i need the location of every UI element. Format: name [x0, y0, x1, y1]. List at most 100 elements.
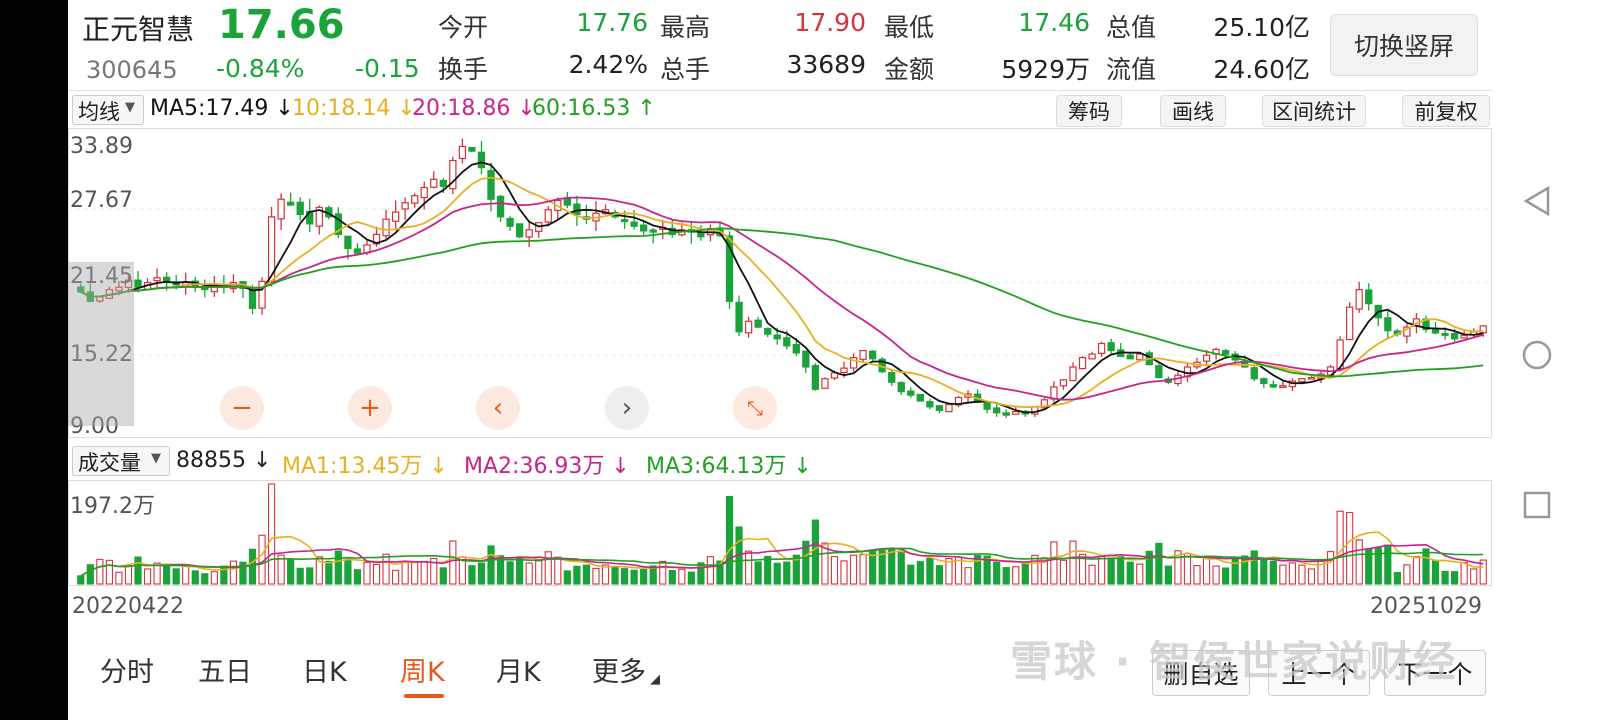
candle-body: [77, 286, 85, 293]
volume-bar: [1212, 565, 1220, 585]
volume-bar: [1231, 558, 1239, 585]
remove-watchlist-button[interactable]: 删自选: [1152, 650, 1250, 696]
volume-bar: [783, 561, 791, 585]
ma-selector-label: 均线: [78, 100, 120, 124]
collapse-icon[interactable]: ⤡: [733, 386, 777, 430]
tab-more[interactable]: 更多: [592, 657, 646, 688]
volume-bar: [496, 555, 505, 585]
stat-label: 总值: [1106, 13, 1157, 42]
stock-code: 300645: [86, 56, 178, 84]
volume-bar: [105, 559, 113, 585]
ma-selector[interactable]: 均线 ▼: [72, 95, 144, 125]
tab-weekly[interactable]: 周K: [400, 657, 445, 688]
volume-bar: [773, 562, 781, 585]
candle-body: [210, 284, 218, 293]
volume-bar: [1479, 559, 1487, 585]
stat-label: 总手: [660, 55, 711, 84]
volume-bar: [477, 562, 486, 585]
volume-bar: [372, 563, 381, 585]
volume-bar: [601, 564, 610, 585]
zoom-out-icon[interactable]: −: [220, 386, 264, 430]
candle-body: [821, 378, 829, 389]
vol-ma3-line: [80, 547, 1484, 577]
volume-selector[interactable]: 成交量 ▼: [72, 446, 170, 476]
adjust-button[interactable]: 前复权: [1402, 95, 1490, 127]
zoom-in-icon[interactable]: +: [348, 386, 392, 430]
interval-stats-button[interactable]: 区间统计: [1262, 95, 1366, 127]
recents-nav-icon[interactable]: [1520, 488, 1554, 522]
volume-bar: [277, 554, 285, 585]
volume-bar: [802, 540, 810, 585]
stat-value: 2.42%: [568, 50, 648, 79]
pan-right-icon[interactable]: ›: [605, 386, 649, 430]
candle-body: [1269, 384, 1277, 388]
tab-monthly[interactable]: 月K: [496, 657, 541, 688]
volume-bar: [1288, 562, 1297, 585]
volume-bar: [878, 550, 886, 585]
candle-body: [439, 179, 447, 187]
volume-bar: [239, 561, 247, 585]
price-chart[interactable]: [68, 128, 1492, 438]
vol-ma1-line: [80, 531, 1484, 577]
volume-bar: [849, 554, 858, 585]
stat-label: 换手: [438, 55, 489, 84]
date-start: 20220422: [72, 594, 184, 619]
draw-line-button[interactable]: 画线: [1160, 95, 1226, 127]
volume-bar: [935, 565, 944, 585]
next-button[interactable]: 下一个: [1384, 650, 1486, 696]
tab-five-day[interactable]: 五日: [198, 657, 252, 688]
candle-body: [1040, 399, 1049, 409]
candle-body: [1355, 288, 1363, 310]
volume-bar: [1126, 561, 1134, 585]
back-nav-icon[interactable]: [1520, 184, 1554, 218]
previous-button[interactable]: 上一个: [1268, 650, 1370, 696]
candle-body: [620, 219, 629, 223]
volume-bar: [745, 550, 753, 585]
volume-bar: [1403, 564, 1411, 585]
scroll-handle[interactable]: [68, 262, 134, 426]
candle-body: [124, 279, 133, 289]
candle-body: [315, 206, 323, 227]
candle-body: [382, 218, 390, 237]
switch-portrait-button[interactable]: 切换竖屏: [1330, 14, 1478, 76]
volume-chart[interactable]: [68, 480, 1492, 586]
volume-bar: [830, 556, 839, 585]
volume-bar: [544, 551, 552, 585]
candle-body: [1012, 410, 1020, 415]
tab-daily[interactable]: 日K: [302, 657, 347, 688]
candle-body: [411, 195, 419, 204]
volume-bar: [1222, 567, 1230, 585]
volume-bar: [1002, 567, 1010, 585]
volume-bar: [1460, 561, 1468, 585]
candle-body: [391, 211, 400, 222]
volume-bar: [96, 558, 104, 585]
volume-bar: [983, 555, 991, 585]
volume-bar: [592, 567, 600, 585]
candle-body: [1479, 325, 1487, 334]
candle-body: [162, 276, 171, 282]
tab-intraday[interactable]: 分时: [100, 657, 154, 688]
volume-bar: [1241, 555, 1249, 585]
candle-body: [1250, 367, 1258, 380]
pan-left-icon[interactable]: ‹: [476, 386, 520, 430]
candle-body: [1069, 366, 1077, 382]
volume-bar: [420, 560, 428, 585]
candle-body: [649, 229, 657, 233]
volume-bar: [115, 571, 123, 585]
home-nav-icon[interactable]: [1520, 338, 1554, 372]
price-axis-label: 21.45: [70, 264, 133, 289]
chips-button[interactable]: 筹码: [1056, 95, 1122, 127]
stock-price: 17.66: [218, 2, 345, 48]
vol-ma3-legend: MA3:64.13万 ↓: [646, 454, 812, 479]
volume-bar: [1012, 566, 1020, 585]
volume-bar: [411, 561, 419, 585]
volume-bar: [1336, 510, 1344, 585]
volume-bar: [1174, 550, 1182, 585]
volume-current: 88855 ↓: [176, 448, 272, 473]
volume-bar: [124, 564, 133, 585]
ma60-legend: 60:16.53 ↑: [532, 96, 656, 121]
volume-bar: [754, 561, 762, 585]
volume-bar: [1183, 552, 1192, 585]
candle-body: [1279, 385, 1287, 388]
volume-bar: [926, 557, 934, 585]
